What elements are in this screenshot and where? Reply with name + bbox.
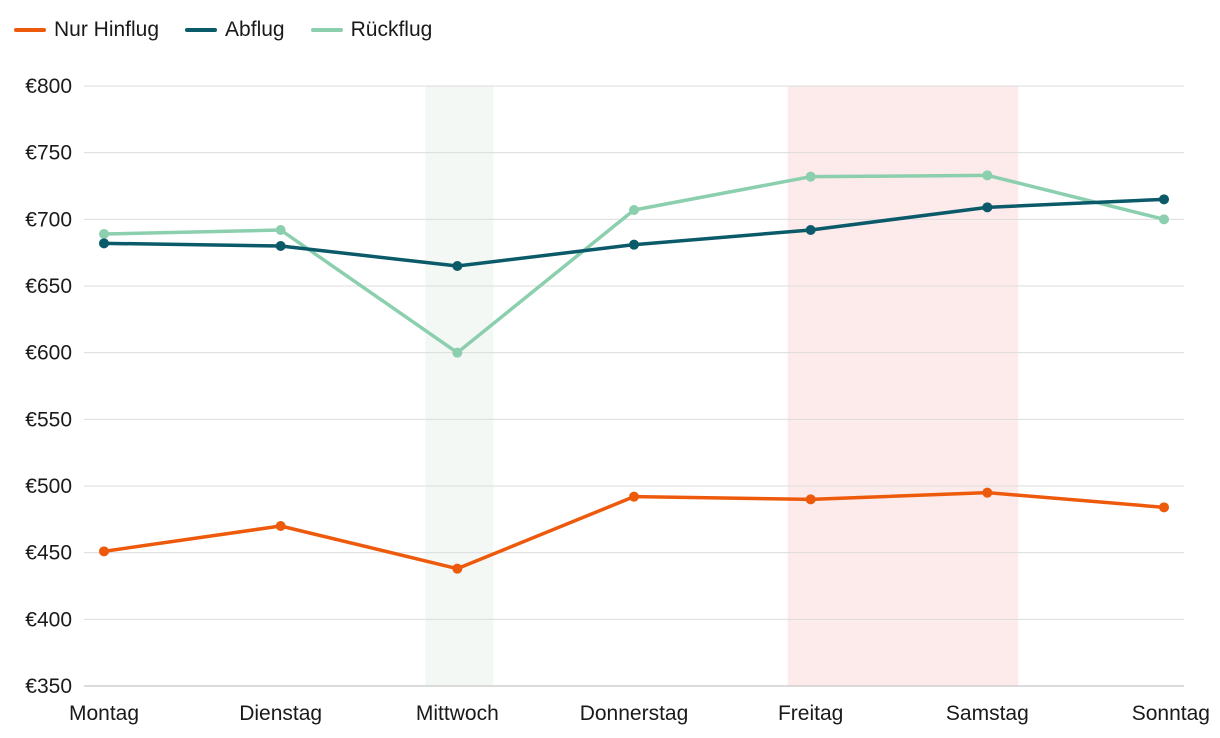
data-point-rueckflug[interactable] <box>805 171 816 182</box>
data-point-abflug[interactable] <box>629 239 639 250</box>
x-tick-label: Montag <box>69 702 139 725</box>
data-point-abflug[interactable] <box>99 238 109 249</box>
data-point-rueckflug[interactable] <box>452 347 463 358</box>
x-tick-label: Dienstag <box>239 702 322 725</box>
x-tick-label: Sonntag <box>1132 702 1210 725</box>
data-point-rueckflug[interactable] <box>629 205 639 215</box>
y-tick-label: €350 <box>25 675 72 698</box>
y-tick-label: €500 <box>25 475 72 498</box>
y-tick-label: €750 <box>25 142 72 165</box>
data-point-rueckflug[interactable] <box>275 225 286 235</box>
x-tick-label: Freitag <box>778 702 843 725</box>
y-tick-label: €550 <box>25 408 72 431</box>
legend-label-abflug: Abflug <box>225 18 285 41</box>
legend-label-nur-hinflug: Nur Hinflug <box>54 18 160 41</box>
data-point-abflug[interactable] <box>452 261 463 271</box>
highlight-bands <box>425 86 1019 686</box>
y-tick-label: €800 <box>25 75 72 98</box>
data-point-nur-hinflug[interactable] <box>805 494 816 505</box>
legend-label-rueckflug: Rückflug <box>350 18 433 41</box>
y-tick-label: €400 <box>25 608 72 631</box>
data-point-nur-hinflug[interactable] <box>629 491 639 502</box>
data-point-nur-hinflug[interactable] <box>982 487 993 498</box>
y-tick-label: €650 <box>25 275 72 298</box>
grid-lines <box>84 85 1184 687</box>
x-axis-ticks: Montag Dienstag Mittwoch Donnerstag Freitag S… <box>69 702 1210 725</box>
highlight-band-1 <box>787 86 1019 686</box>
x-tick-label: Mittwoch <box>416 702 499 725</box>
data-point-nur-hinflug[interactable] <box>452 563 463 574</box>
data-point-abflug[interactable] <box>982 202 993 213</box>
data-point-abflug[interactable] <box>805 225 816 235</box>
series-points <box>99 170 1169 574</box>
x-tick-label: Samstag <box>946 702 1029 725</box>
legend-swatch-rueckflug <box>310 28 343 32</box>
data-point-nur-hinflug[interactable] <box>275 521 286 531</box>
data-point-rueckflug[interactable] <box>1159 214 1169 225</box>
x-tick-label: Donnerstag <box>580 702 689 725</box>
legend-item-nur-hinflug[interactable]: Nur Hinflug <box>14 18 159 42</box>
y-axis-ticks: €350 €400 €450 €500 €550 €600 €650 €700 €750 €800 <box>25 75 72 698</box>
legend-item-rueckflug[interactable]: Rückflug <box>310 18 433 42</box>
data-point-abflug[interactable] <box>275 241 286 251</box>
data-point-rueckflug[interactable] <box>982 170 993 181</box>
data-point-nur-hinflug[interactable] <box>99 546 109 557</box>
highlight-band-0 <box>425 86 494 686</box>
y-tick-label: €600 <box>25 342 72 365</box>
legend: Nur Hinflug Abflug Rückflug <box>14 14 432 46</box>
legend-swatch-nur-hinflug <box>14 28 46 32</box>
data-point-rueckflug[interactable] <box>99 229 109 239</box>
legend-item-abflug[interactable]: Abflug <box>185 18 285 42</box>
legend-swatch-abflug <box>185 28 218 32</box>
y-tick-label: €700 <box>25 208 72 231</box>
y-tick-label: €450 <box>25 542 72 565</box>
data-point-nur-hinflug[interactable] <box>1159 502 1169 513</box>
data-point-abflug[interactable] <box>1159 194 1169 205</box>
